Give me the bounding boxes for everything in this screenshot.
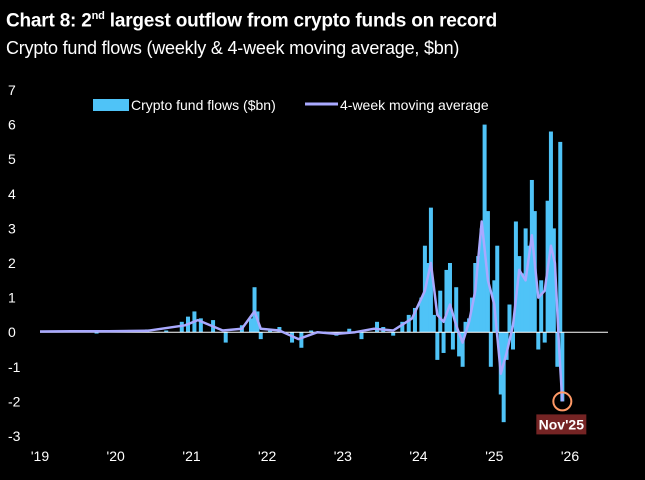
flow-bar: [412, 307, 417, 333]
flow-bar: [441, 332, 446, 353]
y-tick-label: 2: [8, 255, 16, 271]
flow-bar: [463, 321, 468, 333]
y-tick-label: 6: [8, 117, 16, 133]
flow-bar: [529, 179, 534, 333]
flow-bar: [223, 332, 228, 343]
x-tick-label: '21: [182, 448, 200, 464]
x-tick-label: '24: [409, 448, 427, 464]
flow-bar: [551, 228, 556, 333]
annotation-circle: [552, 391, 573, 412]
chart-subtitle: Crypto fund flows (weekly & 4-week movin…: [6, 38, 460, 58]
flow-bar: [510, 332, 515, 350]
x-tick-label: '19: [31, 448, 49, 464]
y-tick-label: 1: [8, 290, 16, 306]
legend-bars-swatch: [93, 99, 129, 111]
flow-bar: [536, 332, 541, 350]
flow-bar: [419, 297, 424, 333]
x-tick-label: '23: [334, 448, 352, 464]
flow-bar: [359, 332, 364, 340]
y-tick-label: 0: [8, 324, 16, 340]
flow-bar: [495, 245, 500, 333]
flow-bar: [406, 314, 411, 333]
flow-bar: [479, 228, 484, 333]
flow-bar: [391, 332, 396, 336]
flow-bar: [488, 332, 493, 367]
x-tick-label: '20: [107, 448, 125, 464]
flow-bar: [252, 287, 257, 333]
x-tick-label: '22: [258, 448, 276, 464]
legend-ma-label: 4-week moving average: [340, 97, 489, 113]
flow-bar: [520, 273, 525, 333]
flow-bar: [482, 124, 487, 333]
flow-bar: [435, 332, 440, 360]
flow-bar: [447, 263, 452, 333]
x-tick-label: '26: [561, 448, 579, 464]
flow-bar: [457, 332, 462, 357]
flow-bar: [473, 263, 478, 333]
flow-bar: [198, 318, 203, 333]
flow-bar: [560, 332, 565, 402]
y-tick-label: -1: [8, 359, 21, 375]
flow-bar: [539, 280, 544, 333]
flow-bar: [542, 332, 547, 343]
flow-bar: [164, 330, 169, 333]
y-tick-label: 5: [8, 151, 16, 167]
flow-bar: [94, 332, 99, 334]
flow-bar: [400, 321, 405, 333]
x-tick-label: '25: [485, 448, 503, 464]
flow-bar: [469, 297, 474, 333]
flow-bar: [454, 287, 459, 333]
flow-bar: [548, 131, 553, 333]
flow-bar: [476, 256, 481, 333]
flow-bar: [309, 330, 314, 333]
annotation-box: [536, 414, 587, 435]
y-tick-label: 4: [8, 186, 16, 202]
flow-bar: [347, 328, 352, 333]
flow-bar: [501, 332, 506, 423]
legend-bars-label: Crypto fund flows ($bn): [131, 97, 276, 113]
y-tick-label: -3: [8, 428, 21, 444]
flow-bar: [507, 304, 512, 333]
flow-bar: [258, 332, 263, 340]
flow-bar: [425, 263, 430, 333]
y-tick-label: -2: [8, 393, 21, 409]
y-tick-label: 7: [8, 82, 16, 98]
flow-bar: [513, 221, 518, 333]
flow-bar: [450, 332, 455, 350]
flow-bar: [558, 141, 563, 333]
flow-bar: [517, 256, 522, 333]
flow-bar: [444, 269, 449, 333]
annotation-label: Nov'25: [539, 416, 585, 432]
flow-bar: [555, 332, 560, 367]
flow-bar: [460, 332, 465, 367]
flow-bar: [431, 314, 436, 333]
flow-bar: [504, 332, 509, 360]
flow-bar: [375, 321, 380, 333]
chart-title: Chart 8: 2nd largest outflow from crypto…: [6, 10, 498, 32]
y-tick-label: 3: [8, 220, 16, 236]
flow-bar: [249, 318, 254, 333]
flow-bar: [526, 245, 531, 333]
moving-average-line: [39, 220, 564, 402]
flow-bar: [438, 290, 443, 333]
flow-bar: [299, 332, 304, 348]
